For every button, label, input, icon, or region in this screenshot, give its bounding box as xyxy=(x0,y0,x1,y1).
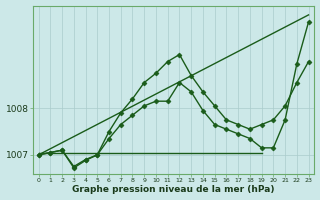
X-axis label: Graphe pression niveau de la mer (hPa): Graphe pression niveau de la mer (hPa) xyxy=(72,185,275,194)
